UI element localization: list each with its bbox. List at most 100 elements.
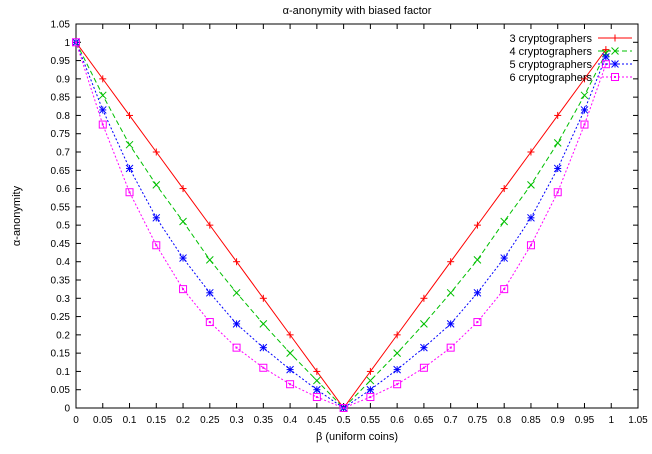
series-1 [72,38,610,412]
marker-square [205,318,214,327]
data-point [205,256,214,264]
marker-dot [529,244,532,247]
y-tick-label: 0.45 [51,239,71,250]
data-point [500,185,508,193]
marker-stroke [98,91,107,100]
data-point [393,349,401,357]
marker-stroke [232,288,241,297]
marker-stroke [611,47,619,55]
series-2 [72,38,610,412]
data-point [580,91,589,100]
marker-square [526,241,535,250]
marker-stroke [152,181,161,189]
marker-square [179,285,188,294]
x-tick-label: 0.2 [176,415,190,426]
marker-dot [369,396,372,399]
y-tick-label: 0.75 [51,129,71,140]
x-tick-label: 0.05 [93,415,113,426]
x-tick-label: 0.5 [337,415,351,426]
marker-stroke [420,320,428,328]
data-point [580,75,588,83]
marker-stroke [179,217,187,226]
marker-square [500,285,509,294]
marker-stroke [179,254,187,262]
marker-stroke [313,376,321,385]
x-tick-label: 0.35 [254,415,274,426]
data-point [473,288,482,297]
marker-square [259,363,268,372]
marker-dot [101,123,104,126]
marker-stroke [602,53,610,61]
series-line [75,42,607,409]
x-tick-label: 0.1 [123,415,137,426]
legend-marker [611,47,619,55]
marker-dot [449,346,452,349]
data-point [286,349,294,357]
data-point [500,217,509,226]
y-tick-label: 0.7 [56,148,70,159]
marker-stroke [611,60,619,68]
marker-stroke [500,217,509,226]
data-point [312,393,321,402]
data-point [446,343,455,352]
marker-stroke [125,164,134,173]
x-tick-label: 0.4 [283,415,297,426]
legend-label: 3 cryptographers [509,33,592,45]
marker-stroke [313,385,321,394]
chart-title: α-anonymity with biased factor [283,5,432,17]
data-point [500,254,509,262]
data-point [313,367,321,375]
marker-stroke [553,139,562,147]
data-point [393,331,401,339]
marker-stroke [446,288,455,297]
marker-dot [422,366,425,369]
data-point [366,367,374,375]
x-tick-label: 1 [608,415,614,426]
legend-label: 4 cryptographers [509,46,592,58]
marker-square [446,343,455,352]
data-point [553,164,562,173]
marker-stroke [366,376,375,385]
data-point [286,380,295,389]
marker-dot [235,346,238,349]
data-point [446,320,455,328]
marker-square [152,241,161,250]
marker-dot [583,123,586,126]
marker-dot [604,63,607,66]
legend-label: 6 cryptographers [509,72,592,84]
data-point [339,404,348,412]
data-point [527,181,535,189]
x-tick-label: 0.95 [575,415,595,426]
legend-label: 5 cryptographers [509,59,592,71]
data-point [393,380,402,389]
marker-stroke [420,343,428,352]
marker-stroke [259,343,268,352]
marker-dot [75,41,77,44]
marker-stroke [98,106,107,114]
data-point [313,376,321,385]
marker-stroke [527,213,535,222]
marker-stroke [286,365,294,374]
data-point [233,258,241,266]
marker-dot [396,383,399,386]
y-tick-label: 0.3 [56,294,70,305]
data-point [232,343,241,352]
plot-area: 0 0.05 0.1 0.15 0.2 0.25 0.3 0.35 0.4 0.45 0.5 0.55… [51,20,649,427]
marker-dot [315,396,318,399]
y-tick-label: 1 [64,38,70,49]
data-point [98,120,107,129]
marker-stroke [125,140,134,149]
data-point [526,241,535,250]
x-tick-label: 0.55 [361,415,381,426]
data-point [259,294,267,302]
y-tick-label: 0.9 [56,74,70,85]
x-tick-label: 0.6 [390,415,404,426]
x-tick-label: 0.15 [147,415,167,426]
x-tick-label: 0.85 [521,415,541,426]
y-tick-label: 0.8 [56,111,70,122]
marker-stroke [473,288,482,297]
data-point [527,148,535,156]
x-tick-label: 1.05 [628,415,648,426]
